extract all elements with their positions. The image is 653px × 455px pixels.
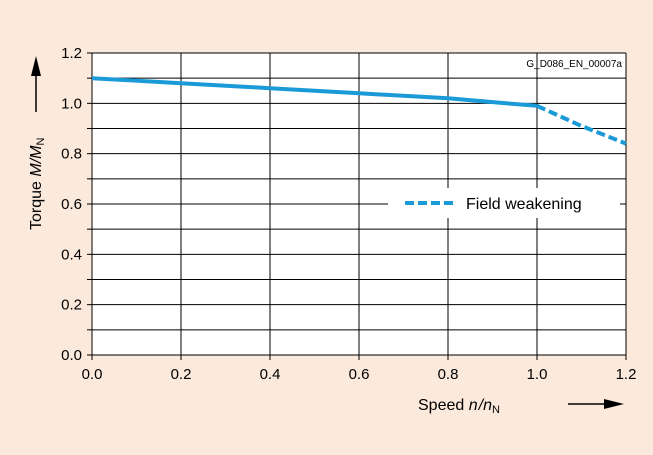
x-tick-label: 0.2 (171, 366, 192, 383)
y-tick-label: 0.0 (61, 347, 82, 364)
field-weakening-line (536, 103, 627, 146)
x-tick-label: 0.4 (260, 366, 281, 383)
y-axis-arrow (31, 56, 41, 112)
x-tick-label: 1.0 (527, 366, 548, 383)
y-tick-labels: 0.0 0.2 0.4 0.6 0.8 1.0 1.2 (61, 45, 82, 364)
x-tick-label: 1.2 (616, 366, 637, 383)
x-tick-label: 0.6 (349, 366, 370, 383)
x-tick-label: 0.0 (82, 366, 103, 383)
y-axis-label: Torque M/MN (28, 138, 47, 230)
grid (87, 52, 627, 360)
y-tick-label: 0.6 (61, 196, 82, 213)
legend-label: Field weakening (466, 196, 582, 213)
x-tick-label: 0.8 (438, 366, 459, 383)
x-axis-arrow (568, 399, 624, 409)
x-tick-labels: 0.0 0.2 0.4 0.6 0.8 1.0 1.2 (82, 366, 637, 383)
torque-line (91, 76, 538, 108)
y-tick-label: 0.2 (61, 297, 82, 314)
y-tick-label: 0.4 (61, 246, 82, 263)
y-tick-label: 0.8 (61, 146, 82, 163)
y-tick-label: 1.2 (61, 45, 82, 62)
x-axis-label: Speed n/nN (418, 397, 500, 416)
image-code: G_D086_EN_00007a (526, 59, 622, 70)
legend: Field weakening (388, 188, 620, 218)
y-tick-label: 1.0 (61, 95, 82, 112)
series-group (91, 76, 627, 146)
